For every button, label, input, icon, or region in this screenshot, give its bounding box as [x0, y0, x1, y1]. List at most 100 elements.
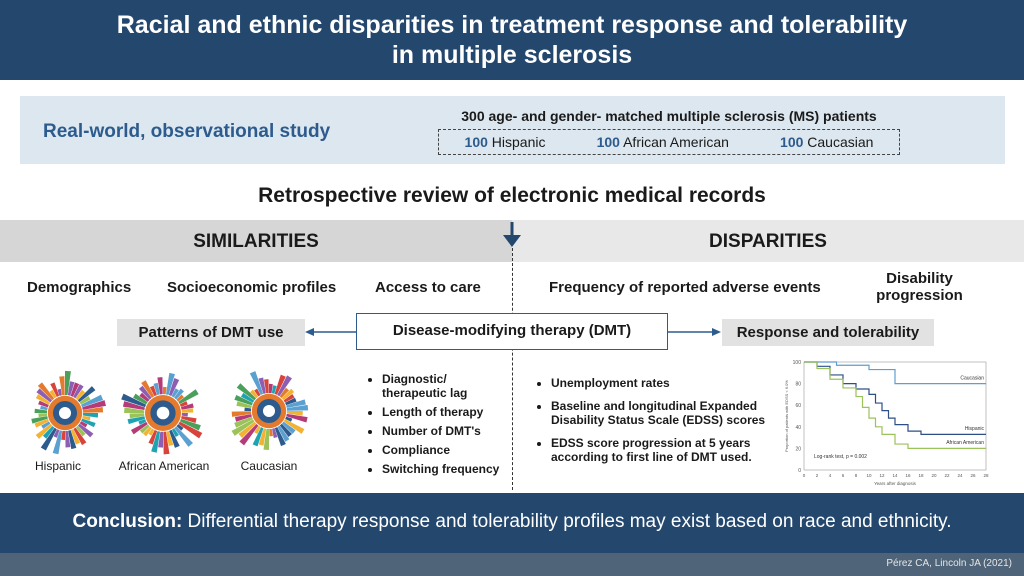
center-divider	[512, 248, 513, 490]
left-arrow-icon	[305, 328, 314, 336]
similarity-access-to-care: Access to care	[375, 279, 481, 296]
list-item: Unemployment rates	[551, 376, 791, 390]
sunburst-segment	[180, 403, 194, 410]
sunburst-segment	[236, 383, 257, 401]
sunburst-segment	[127, 416, 146, 425]
sunburst-segment	[82, 415, 91, 421]
sunburst-segment	[171, 428, 179, 437]
sunburst-segment	[138, 385, 152, 400]
sunburst-segment	[35, 394, 51, 405]
sunburst-segment	[281, 421, 296, 434]
series-line	[804, 361, 986, 449]
x-tick-label: 14	[892, 473, 898, 478]
sunburst-segment	[82, 400, 106, 410]
sunburst-caucasian	[231, 371, 309, 451]
sunburst-segment	[77, 423, 94, 438]
x-tick-label: 12	[879, 473, 885, 478]
conclusion-lead: Conclusion:	[72, 511, 183, 532]
disparity-disability-progression: Disability progression	[876, 270, 963, 304]
sunburst-segment	[252, 427, 264, 447]
sunburst-center	[156, 406, 170, 420]
sunburst-segment	[239, 423, 259, 446]
sunburst-segment	[277, 375, 292, 397]
sunburst-segment	[283, 419, 305, 434]
sunburst-segment	[121, 393, 147, 408]
similarity-bullets: Diagnostic/ therapeutic lag Length of th…	[364, 372, 499, 481]
sunburst-segment	[254, 425, 261, 434]
x-tick-label: 10	[866, 473, 872, 478]
conclusion-banner: Conclusion: Differential therapy respons…	[0, 493, 1024, 553]
list-item: Length of therapy	[382, 405, 499, 419]
list-item: Compliance	[382, 443, 499, 457]
sunburst-segment	[122, 401, 145, 411]
disparity-adverse-events: Frequency of reported adverse events	[549, 279, 821, 296]
series-label: Hispanic	[965, 426, 985, 432]
sunburst-segment	[75, 425, 86, 437]
sunburst-segment	[285, 416, 293, 422]
sunburst-segment	[181, 415, 197, 424]
similarities-band	[0, 220, 512, 262]
sunburst-segment	[41, 421, 51, 429]
response-tolerability-box: Response and tolerability	[722, 319, 934, 346]
sunburst-segment	[53, 429, 60, 438]
sunburst-segment	[153, 382, 160, 396]
sunburst-segment	[283, 394, 295, 403]
y-tick-label: 20	[795, 446, 801, 452]
sunburst-segment	[65, 430, 71, 448]
sunburst-segment	[67, 381, 75, 396]
x-tick-label: 6	[842, 473, 845, 478]
sunburst-segment	[81, 418, 96, 428]
sunburst-segment	[238, 421, 257, 438]
sunburst-segment	[254, 388, 261, 397]
sunburst-segment	[70, 382, 80, 397]
sunburst-segment	[163, 386, 167, 395]
list-item: Baseline and longitudinal Expanded Disab…	[551, 399, 791, 427]
sunburst-segment	[178, 389, 199, 405]
dmt-box: Disease-modifying therapy (DMT)	[356, 313, 668, 350]
sunburst-segment	[263, 428, 269, 451]
sunburst-segment	[176, 424, 184, 431]
x-axis-label: Years after diagnosis	[874, 481, 917, 486]
sunburst-segment	[49, 389, 57, 399]
header-banner: Racial and ethnic disparities in treatme…	[0, 0, 1024, 80]
x-tick-label: 24	[957, 473, 963, 478]
list-item: Number of DMT's	[382, 424, 499, 438]
sunburst-segment	[70, 429, 81, 445]
sunburst-segment	[82, 407, 104, 413]
similarity-demographics: Demographics	[27, 279, 132, 296]
sunburst-segment	[35, 423, 53, 439]
sunburst-segment	[244, 407, 252, 411]
y-tick-label: 0	[798, 468, 801, 474]
sunburst-segment	[81, 394, 104, 408]
sunburst-label-caucasian: Caucasian	[240, 459, 298, 473]
sunburst-center	[262, 404, 276, 418]
retrospective-heading: Retrospective review of electronic medic…	[258, 184, 766, 207]
sunburst-segment	[271, 385, 277, 394]
series-line	[804, 361, 986, 385]
sunburst-segment	[286, 404, 309, 411]
x-tick-label: 0	[803, 473, 806, 478]
y-tick-label: 100	[793, 360, 802, 366]
sunburst-segment	[40, 427, 57, 451]
similarity-socioeconomic: Socioeconomic profiles	[167, 279, 337, 296]
sunburst-segment	[129, 413, 145, 419]
x-tick-label: 16	[905, 473, 911, 478]
sunburst-segment	[279, 423, 292, 437]
sunburst-segment	[73, 427, 87, 446]
disparity-bullets: Unemployment rates Baseline and longitud…	[533, 376, 791, 469]
sunburst-hispanic	[31, 370, 106, 455]
sunburst-segment	[34, 418, 49, 428]
sunburst-segment	[61, 430, 65, 441]
sunburst-segment	[286, 411, 303, 416]
sunburst-segment	[157, 377, 163, 395]
cohort-group-caucasian: 100 Caucasian	[780, 134, 874, 150]
sunburst-segment	[151, 431, 161, 453]
sunburst-segment	[36, 388, 53, 403]
x-tick-label: 18	[918, 473, 924, 478]
sunburst-segment	[179, 418, 201, 431]
sunburst-segment	[68, 430, 77, 450]
sunburst-segment	[79, 396, 91, 405]
x-tick-label: 4	[829, 473, 832, 478]
sunburst-segment	[130, 421, 148, 435]
